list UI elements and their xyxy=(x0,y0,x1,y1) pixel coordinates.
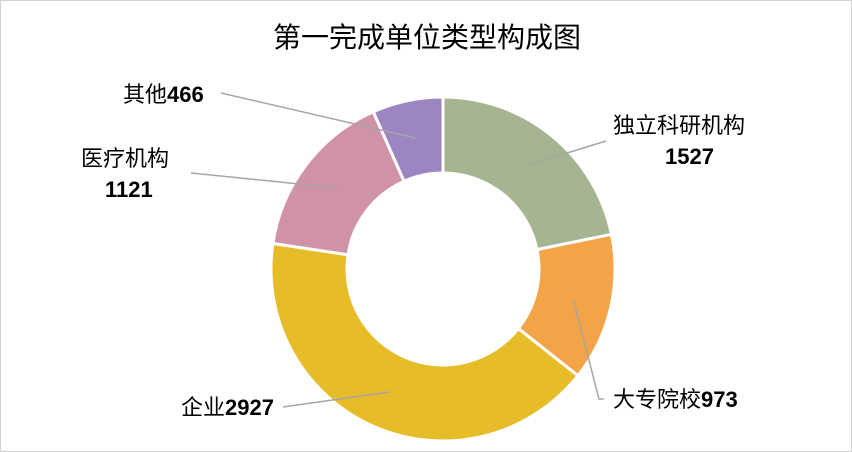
data-label-name-other: 其他466 xyxy=(123,82,204,108)
data-label-name-enterprise: 企业2927 xyxy=(181,395,274,421)
leader-line-4 xyxy=(220,92,416,139)
leader-line-1 xyxy=(572,299,604,400)
data-label-value-university: 973 xyxy=(701,387,738,412)
donut-slices xyxy=(269,95,617,443)
data-label-name-medical: 医疗机构 xyxy=(81,147,169,172)
data-label-name-research-institute: 独立科研机构 xyxy=(613,114,745,139)
data-label-value-medical: 1121 xyxy=(105,177,153,202)
leader-line-0 xyxy=(527,140,607,166)
leader-lines xyxy=(190,92,607,408)
data-label-value-other: 466 xyxy=(167,82,204,107)
chart-title: 第一完成单位类型构成图 xyxy=(273,21,581,54)
donut-slice-2 xyxy=(269,241,581,443)
data-label-name-university: 大专院校973 xyxy=(613,387,738,413)
leader-line-3 xyxy=(190,172,337,189)
donut-slice-0 xyxy=(441,95,614,252)
leader-line-2 xyxy=(282,391,390,408)
donut-slice-4 xyxy=(371,95,445,184)
data-label-value-enterprise: 2927 xyxy=(225,395,274,420)
data-label-value-research-institute: 1527 xyxy=(665,144,714,169)
